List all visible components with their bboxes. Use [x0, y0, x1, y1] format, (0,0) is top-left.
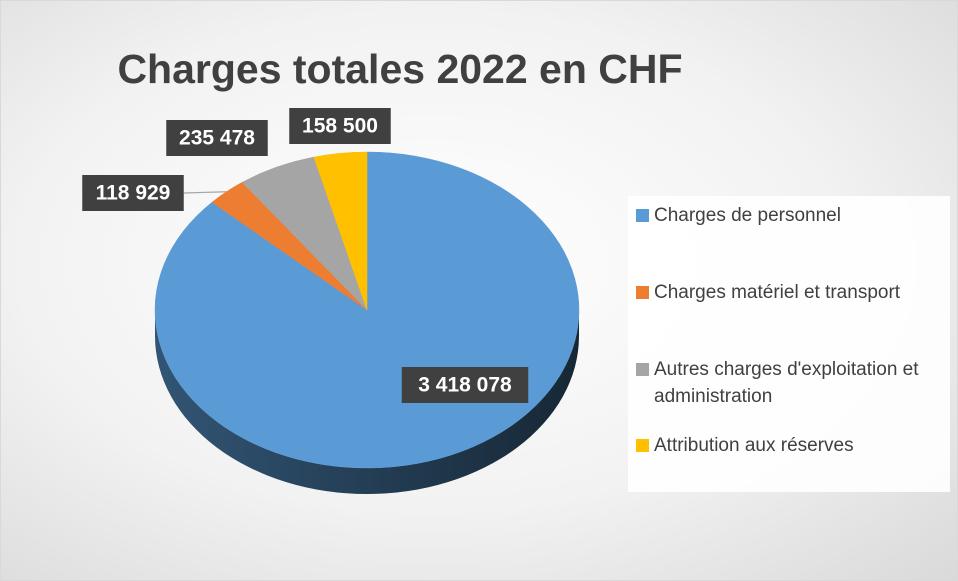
legend-swatch [636, 363, 649, 376]
legend-entry: Charges de personnel [636, 202, 950, 229]
label-box [289, 108, 391, 144]
legend-entry: Charges matériel et transport [636, 279, 950, 306]
slice-side [155, 310, 579, 494]
label-box [82, 175, 184, 211]
label-box [166, 120, 268, 156]
legend-label: Attribution aux réserves [654, 435, 854, 456]
data-label: 118 929 [96, 182, 171, 205]
leader-line [183, 191, 227, 194]
legend-swatch [636, 209, 649, 222]
slice [313, 151, 368, 311]
chart-title: Charges totales 2022 en CHF [117, 46, 682, 92]
legend-entry: Attribution aux réserves [636, 432, 950, 459]
legend-swatch [636, 286, 649, 299]
data-label: 3 418 078 [418, 374, 512, 397]
legend-label: Charges matériel et transport [654, 282, 901, 303]
legend-label: Charges de personnel [654, 205, 841, 226]
legend: Charges de personnel Charges matériel et … [628, 196, 950, 492]
legend-label: Autres charges d'exploitation et adminis… [654, 359, 919, 407]
legend-swatch [636, 439, 649, 452]
data-label: 158 500 [302, 115, 378, 138]
data-label: 235 478 [179, 127, 255, 150]
legend-entry: Autres charges d'exploitation et adminis… [636, 356, 950, 410]
label-box [401, 367, 529, 403]
